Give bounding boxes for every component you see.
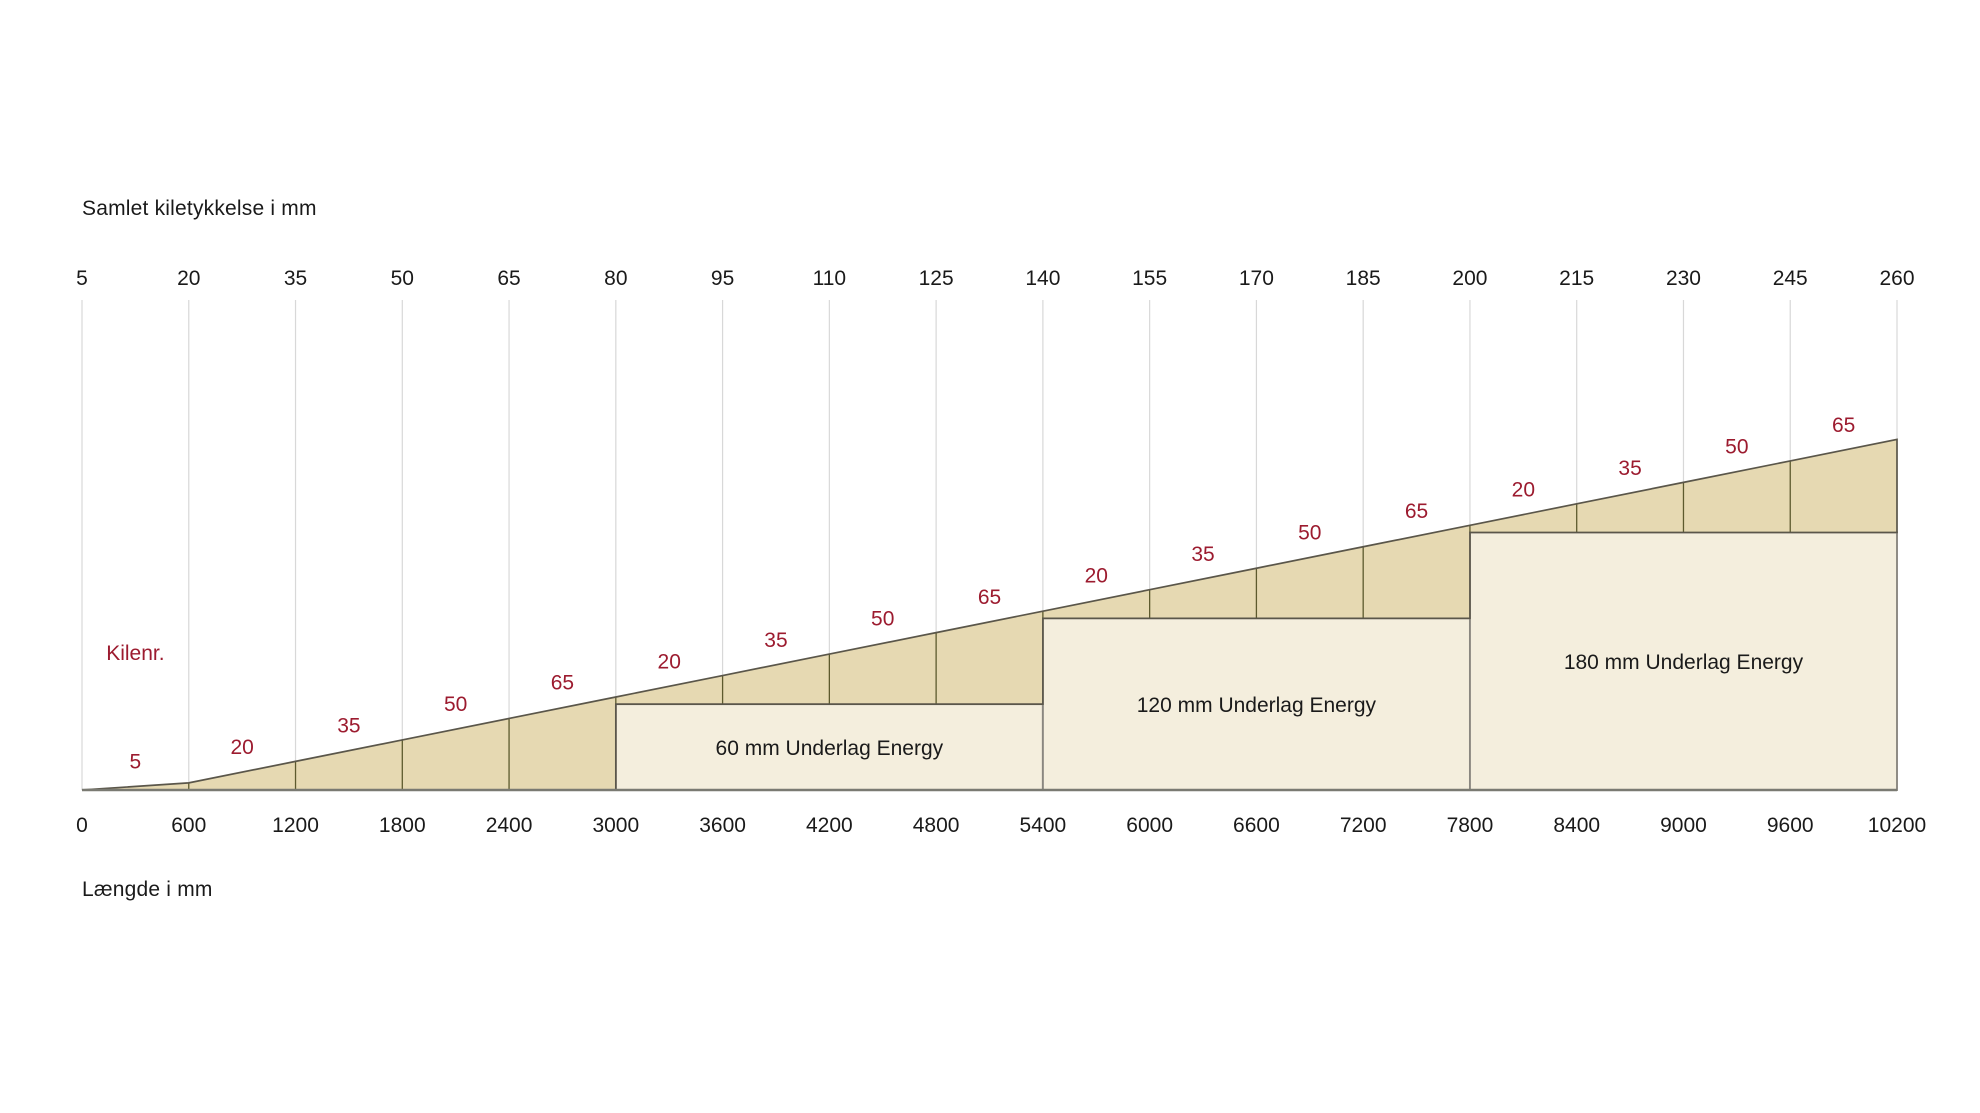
wedge <box>509 697 616 790</box>
bottom-tick-label: 9600 <box>1767 814 1814 837</box>
wedge <box>829 632 937 705</box>
bottom-tick-label: 6000 <box>1126 814 1173 837</box>
bottom-tick-label: 4200 <box>806 814 853 837</box>
top-tick-label: 200 <box>1452 267 1487 290</box>
bottom-tick-label: 3000 <box>592 814 639 837</box>
top-tick-label: 215 <box>1559 267 1594 290</box>
substrate-slab-label: 180 mm Underlag Energy <box>1564 651 1804 674</box>
substrate-slab <box>615 704 1043 790</box>
bottom-tick-label: 8400 <box>1553 814 1600 837</box>
wedge-number: 50 <box>1725 436 1748 459</box>
wedge <box>1790 439 1897 533</box>
wedge-number: 5 <box>130 750 142 773</box>
wedge <box>402 718 510 790</box>
wedge-number-group: 5 20 35 50 65 20 35 50 65 20 35 50 65 20 35 50 65 <box>130 414 1856 773</box>
kilenr-legend-group: Kilenr. <box>106 642 164 665</box>
wedge <box>1683 460 1791 533</box>
wedge <box>188 761 296 790</box>
top-tick-label: 80 <box>604 267 627 290</box>
bottom-tick-label: 5400 <box>1020 814 1067 837</box>
bottom-tick-label: 7200 <box>1340 814 1387 837</box>
bottom-tick-label: 10200 <box>1868 814 1926 837</box>
kilenr-label: Kilenr. <box>106 642 164 665</box>
top-tick-label: 170 <box>1239 267 1274 290</box>
bottom-tick-label: 3600 <box>699 814 746 837</box>
wedge-number: 50 <box>444 693 467 716</box>
bottom-tick-label: 600 <box>171 814 206 837</box>
wedge <box>936 611 1043 705</box>
top-tick-label-group: 5 20 35 50 65 80 95 110 125 140 155 170 185 200 215 230… <box>76 267 1914 290</box>
top-tick-label: 95 <box>711 267 734 290</box>
wedge <box>295 739 403 790</box>
wedge-group <box>81 438 1898 791</box>
top-tick-label: 230 <box>1666 267 1701 290</box>
wedge-number: 20 <box>658 650 681 673</box>
wedge <box>1256 546 1364 619</box>
top-tick-label: 260 <box>1879 267 1914 290</box>
bottom-tick-label: 2400 <box>486 814 533 837</box>
bottom-tick-label: 4800 <box>913 814 960 837</box>
wedge-number: 35 <box>764 629 787 652</box>
top-tick-label: 50 <box>391 267 414 290</box>
top-tick-label: 155 <box>1132 267 1167 290</box>
wedge <box>1363 525 1470 619</box>
top-tick-label: 185 <box>1346 267 1381 290</box>
wedge-number: 65 <box>1405 500 1428 523</box>
substrate-slab-label: 120 mm Underlag Energy <box>1137 694 1377 717</box>
wedge <box>1576 482 1684 533</box>
bottom-tick-label: 1800 <box>379 814 426 837</box>
wedge-number: 65 <box>978 586 1001 609</box>
wedge-number: 35 <box>1618 457 1641 480</box>
wedge <box>1469 503 1577 533</box>
wedge-number: 35 <box>337 715 360 738</box>
wedge-number: 35 <box>1191 543 1214 566</box>
wedge-number: 65 <box>551 672 574 695</box>
top-tick-label: 245 <box>1773 267 1808 290</box>
wedge-number: 50 <box>1298 522 1321 545</box>
top-tick-label: 125 <box>919 267 954 290</box>
wedge-number: 50 <box>871 607 894 630</box>
top-tick-label: 5 <box>76 267 88 290</box>
bottom-axis-caption: Længde i mm <box>82 878 213 901</box>
substrate-slab <box>1042 618 1470 790</box>
bottom-tick-label: 7800 <box>1447 814 1494 837</box>
top-tick-label: 110 <box>813 267 846 290</box>
wedge-number: 20 <box>1512 479 1535 502</box>
substrate-slab <box>1469 532 1897 790</box>
top-tick-label: 140 <box>1025 267 1060 290</box>
wedge <box>615 675 723 705</box>
wedge-number: 65 <box>1832 414 1855 437</box>
top-axis-caption: Samlet kiletykkelse i mm <box>82 197 317 220</box>
bottom-tick-label-group: 0 600 1200 1800 2400 3000 3600 4200 4800 5400 6000… <box>76 814 1926 837</box>
wedge <box>722 654 830 705</box>
substrate-slab-group: 60 mm Underlag Energy 120 mm Underlag Ene… <box>614 531 1898 791</box>
substrate-slab-label: 60 mm Underlag Energy <box>716 737 944 760</box>
top-tick-label: 20 <box>177 267 200 290</box>
wedge-layer-outline <box>81 438 1898 791</box>
bottom-tick-label: 0 <box>76 814 88 837</box>
bottom-tick-label: 1200 <box>272 814 319 837</box>
wedge <box>1149 568 1257 619</box>
top-tick-label: 35 <box>284 267 307 290</box>
top-tick-label: 65 <box>497 267 520 290</box>
wedge-number: 20 <box>1085 564 1108 587</box>
bottom-tick-label: 9000 <box>1660 814 1707 837</box>
bottom-tick-label: 6600 <box>1233 814 1280 837</box>
wedge <box>1042 589 1150 619</box>
wedge-number: 20 <box>230 736 253 759</box>
